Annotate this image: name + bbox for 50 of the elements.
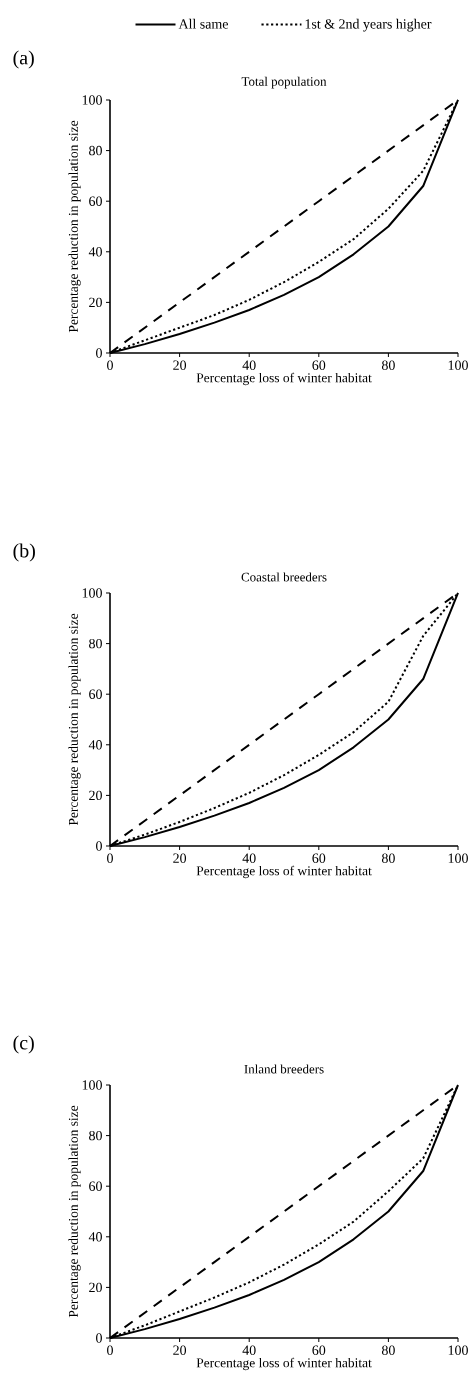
y-axis-title: Percentage reduction in population size [68,120,81,333]
y-tick-label: 80 [89,145,102,156]
y-axis-title: Percentage reduction in population size [68,1105,81,1318]
x-tick-label: 20 [173,360,187,370]
y-tick-label: 60 [89,1181,102,1191]
y-tick-label: 60 [89,689,102,699]
x-tick-label: 80 [381,853,395,863]
x-axis-title: Percentage loss of winter habitat [196,372,372,386]
y-tick-label: 0 [96,1333,102,1343]
y-tick-label: 40 [88,740,102,750]
x-tick-label: 60 [312,1345,326,1355]
x-tick-label: 20 [173,1345,187,1355]
x-tick-label: 40 [242,360,256,370]
y-tick-label: 40 [88,247,102,257]
y-tick-label: 20 [89,1282,102,1293]
y-tick-label: 80 [89,1130,102,1141]
y-tick-label: 80 [89,638,102,649]
x-tick-label: 60 [312,360,326,370]
chart-title: Inland breeders [244,1064,324,1074]
x-tick-label: 100 [448,853,468,863]
text: (c) [13,1035,34,1054]
chart-title: Total population [241,76,327,89]
y-tick-label: 20 [89,297,102,308]
y-axis-title: Percentage reduction in population size [68,613,81,826]
x-tick-label: 80 [381,1345,395,1355]
y-tick-label: 100 [82,588,102,598]
x-axis-title: Percentage loss of winter habitat [196,1357,372,1371]
y-tick-label: 100 [82,1080,102,1090]
y-tick-label: 40 [88,1232,102,1242]
legend-label: 1st & 2nd years higher [305,18,432,32]
x-tick-label: 0 [107,360,113,370]
chart-title: Coastal breeders [241,572,327,582]
x-tick-label: 80 [381,360,395,370]
x-tick-label: 0 [107,1345,113,1355]
x-tick-label: 100 [448,1345,468,1355]
x-tick-label: 60 [312,853,326,863]
y-tick-label: 20 [89,790,102,801]
legend-label: All same [178,18,228,29]
y-tick-label: 60 [89,196,102,206]
x-tick-label: 0 [107,853,113,863]
y-tick-label: 0 [96,348,102,358]
y-tick-label: 0 [96,841,102,851]
x-tick-label: 40 [242,853,256,863]
text: (b) [13,543,35,562]
x-axis-title: Percentage loss of winter habitat [196,865,372,879]
x-tick-label: 40 [242,1345,256,1355]
x-tick-label: 20 [173,853,187,863]
x-tick-label: 100 [448,360,468,370]
text: (a) [13,50,34,69]
y-tick-label: 100 [82,95,102,105]
